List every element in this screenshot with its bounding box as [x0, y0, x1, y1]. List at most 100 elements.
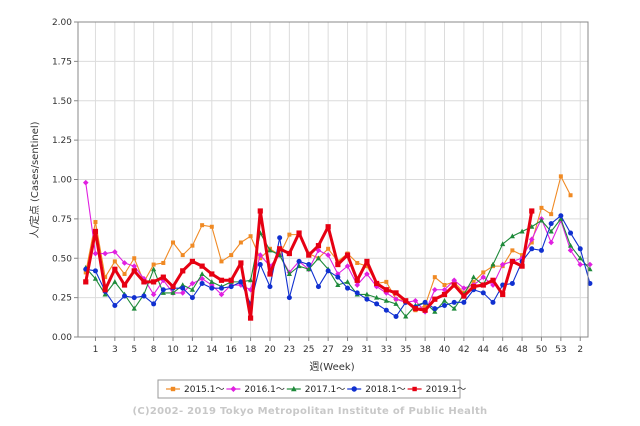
data-point	[587, 266, 593, 272]
data-point	[180, 268, 186, 274]
data-point	[548, 221, 554, 227]
data-point	[112, 303, 118, 308]
data-point	[141, 293, 147, 299]
x-tick-label: 1	[93, 345, 99, 355]
data-point	[121, 260, 128, 266]
data-point	[441, 286, 448, 293]
data-point	[549, 212, 554, 217]
series-group	[82, 174, 593, 321]
x-tick-label: 48	[516, 345, 528, 355]
x-tick-label: 8	[151, 345, 157, 355]
data-point	[461, 299, 467, 305]
data-point	[344, 279, 351, 284]
data-point	[199, 280, 205, 286]
data-point	[238, 260, 244, 266]
legend-label: 2016.1～	[244, 385, 285, 395]
data-point	[354, 277, 360, 283]
legend-item: 2017.1～	[286, 385, 345, 395]
y-axis-title: 人/定点 (Cases/sentinel)	[28, 121, 41, 238]
legend-marker	[351, 386, 357, 392]
legend-marker	[291, 386, 297, 392]
data-point	[180, 253, 185, 258]
data-point	[355, 260, 360, 265]
data-point	[364, 271, 370, 277]
data-point	[393, 290, 399, 296]
data-point	[480, 274, 487, 280]
data-point	[160, 287, 166, 293]
x-tick-label: 42	[458, 345, 469, 355]
data-point	[471, 279, 476, 284]
data-point	[315, 255, 322, 261]
data-point	[529, 246, 535, 252]
data-point	[393, 301, 399, 306]
data-point	[286, 250, 292, 257]
data-point	[219, 259, 224, 264]
data-point	[209, 279, 215, 284]
y-tick-label: 0.00	[52, 333, 72, 343]
data-point	[229, 253, 234, 258]
data-point	[528, 236, 535, 243]
data-point	[247, 315, 254, 321]
data-point	[509, 233, 515, 239]
data-point	[287, 232, 292, 237]
data-point	[383, 307, 389, 313]
data-point	[519, 228, 525, 234]
data-point	[199, 271, 205, 276]
data-point	[218, 291, 225, 298]
data-point	[412, 306, 419, 312]
data-point	[344, 263, 351, 269]
data-point	[403, 313, 409, 319]
y-tick-label: 0.50	[52, 254, 72, 264]
data-point	[189, 295, 195, 301]
data-point	[83, 279, 89, 285]
data-point	[354, 290, 360, 296]
data-point	[151, 266, 157, 272]
series-3	[83, 216, 593, 319]
legend-item: 2018.1～	[347, 385, 406, 395]
y-tick-label: 1.25	[52, 136, 72, 146]
data-point	[131, 268, 137, 274]
data-point	[218, 277, 225, 283]
data-point	[374, 294, 380, 300]
data-point	[92, 268, 98, 274]
legend-label: 2015.1～	[184, 385, 225, 395]
x-tick-label: 50	[536, 345, 548, 355]
x-tick-label: 16	[225, 345, 237, 355]
data-point	[499, 261, 506, 268]
data-point	[432, 306, 438, 312]
data-point	[470, 274, 477, 280]
data-point	[122, 272, 127, 276]
data-point	[529, 223, 535, 229]
data-point	[383, 297, 389, 303]
data-point	[170, 284, 176, 290]
data-point	[529, 208, 535, 214]
data-point	[325, 268, 331, 274]
data-point	[248, 234, 253, 239]
data-point	[315, 284, 321, 290]
data-point	[180, 282, 186, 288]
x-tick-label: 38	[419, 345, 431, 355]
data-point	[209, 224, 214, 229]
y-tick-label: 0.75	[52, 215, 72, 225]
data-point	[577, 246, 583, 252]
data-point	[160, 274, 166, 280]
data-point	[451, 282, 457, 288]
data-point	[432, 296, 438, 302]
data-point	[199, 275, 205, 282]
data-point	[267, 247, 273, 253]
data-point	[568, 193, 573, 198]
x-tick-label: 33	[381, 345, 392, 355]
data-point	[519, 263, 525, 269]
data-point	[151, 279, 157, 285]
data-point	[587, 280, 593, 286]
y-axis-ticks: 0.00 0.25 0.50 0.75 1.00 1.25 1.50 1.75 2.00	[52, 18, 78, 343]
data-point	[335, 274, 341, 280]
data-point	[364, 258, 370, 264]
x-axis-title: 週(Week)	[309, 361, 354, 373]
legend-marker	[230, 386, 237, 392]
data-point	[529, 240, 534, 245]
data-point	[558, 213, 564, 219]
data-point	[267, 284, 273, 290]
x-tick-label: 46	[497, 345, 509, 355]
x-tick-label: 31	[361, 345, 372, 355]
